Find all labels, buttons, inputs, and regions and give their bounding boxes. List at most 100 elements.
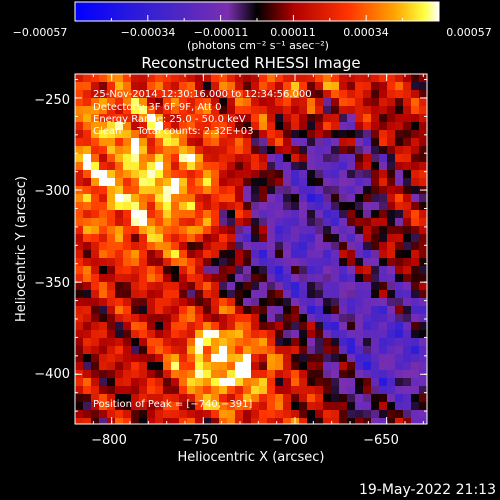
heatmap-cell [299,306,307,314]
heatmap-cell [323,202,331,210]
heatmap-cell [339,418,347,424]
heatmap-cell [419,266,427,274]
heatmap-cell [363,114,371,122]
heatmap-cell [323,138,331,146]
heatmap-cell [299,234,307,242]
heatmap-cell [115,146,123,154]
heatmap-cell [155,122,163,130]
heatmap-cell [171,106,179,114]
annotation-energy: Energy Range: 25.0 - 50.0 keV [93,114,246,125]
heatmap-cell [219,362,227,370]
heatmap-cell [323,274,331,282]
heatmap-cell [387,130,395,138]
heatmap-cell [291,338,299,346]
heatmap-cell [195,266,203,274]
heatmap-cell [275,362,283,370]
heatmap-cell [107,114,115,122]
heatmap-cell [379,378,387,386]
heatmap-cell [339,410,347,418]
heatmap-cell [235,354,243,362]
heatmap-cell [171,362,179,370]
heatmap-cell [227,362,235,370]
heatmap-cell [131,346,139,354]
heatmap-cell [403,82,411,90]
heatmap-cell [187,122,195,130]
heatmap-cell [179,194,187,202]
heatmap-cell [83,322,91,330]
heatmap-cell [387,114,395,122]
heatmap-cell [371,106,379,114]
heatmap-cell [107,402,115,410]
heatmap-cell [91,130,99,138]
heatmap-cell [395,194,403,202]
heatmap-cell [147,178,155,186]
heatmap-cell [235,330,243,338]
heatmap-cell [131,362,139,370]
heatmap-cell [395,250,403,258]
heatmap-cell [131,354,139,362]
heatmap-cell [291,322,299,330]
heatmap-cell [227,242,235,250]
heatmap-cell [363,378,371,386]
heatmap-cell [267,178,275,186]
heatmap-cell [227,386,235,394]
heatmap-cell [379,274,387,282]
heatmap-cell [275,290,283,298]
heatmap-cell [75,234,83,242]
heatmap-cell [267,130,275,138]
heatmap-cell [395,242,403,250]
heatmap-cell [123,386,131,394]
heatmap-cell [83,306,91,314]
heatmap-cell [107,226,115,234]
heatmap-cell [347,322,355,330]
heatmap-cell [99,418,107,424]
heatmap-cell [251,298,259,306]
heatmap-cell [363,90,371,98]
heatmap-cell [147,194,155,202]
heatmap-cell [91,106,99,114]
heatmap-cell [251,410,259,418]
heatmap-cell [219,170,227,178]
heatmap-cell [267,370,275,378]
heatmap-cell [139,234,147,242]
heatmap-cell [243,178,251,186]
heatmap-cell [211,274,219,282]
heatmap-cell [179,386,187,394]
heatmap-cell [83,178,91,186]
heatmap-cell [195,306,203,314]
heatmap-cell [163,322,171,330]
heatmap-cell [291,114,299,122]
heatmap-cell [275,154,283,162]
heatmap-cell [307,322,315,330]
heatmap-cell [147,162,155,170]
heatmap-cell [179,346,187,354]
heatmap-cell [395,74,403,82]
heatmap-cell [395,290,403,298]
heatmap-cell [115,378,123,386]
heatmap-cell [235,266,243,274]
heatmap-cell [83,162,91,170]
heatmap-cell [91,202,99,210]
heatmap-cell [203,186,211,194]
heatmap-cell [315,354,323,362]
heatmap-cell [307,130,315,138]
heatmap-cell [355,186,363,194]
heatmap-cell [139,186,147,194]
heatmap-cell [187,162,195,170]
heatmap-cell [139,178,147,186]
heatmap-cell [227,226,235,234]
heatmap-cell [323,266,331,274]
heatmap-cell [179,234,187,242]
heatmap-cell [107,146,115,154]
heatmap-cell [227,410,235,418]
heatmap-cell [163,306,171,314]
heatmap-cell [387,322,395,330]
heatmap-cell [139,338,147,346]
heatmap-cell [139,98,147,106]
heatmap-cell [83,290,91,298]
heatmap-cell [107,314,115,322]
heatmap-cell [371,298,379,306]
heatmap-cell [195,410,203,418]
heatmap-cell [251,194,259,202]
heatmap-cell [227,98,235,106]
